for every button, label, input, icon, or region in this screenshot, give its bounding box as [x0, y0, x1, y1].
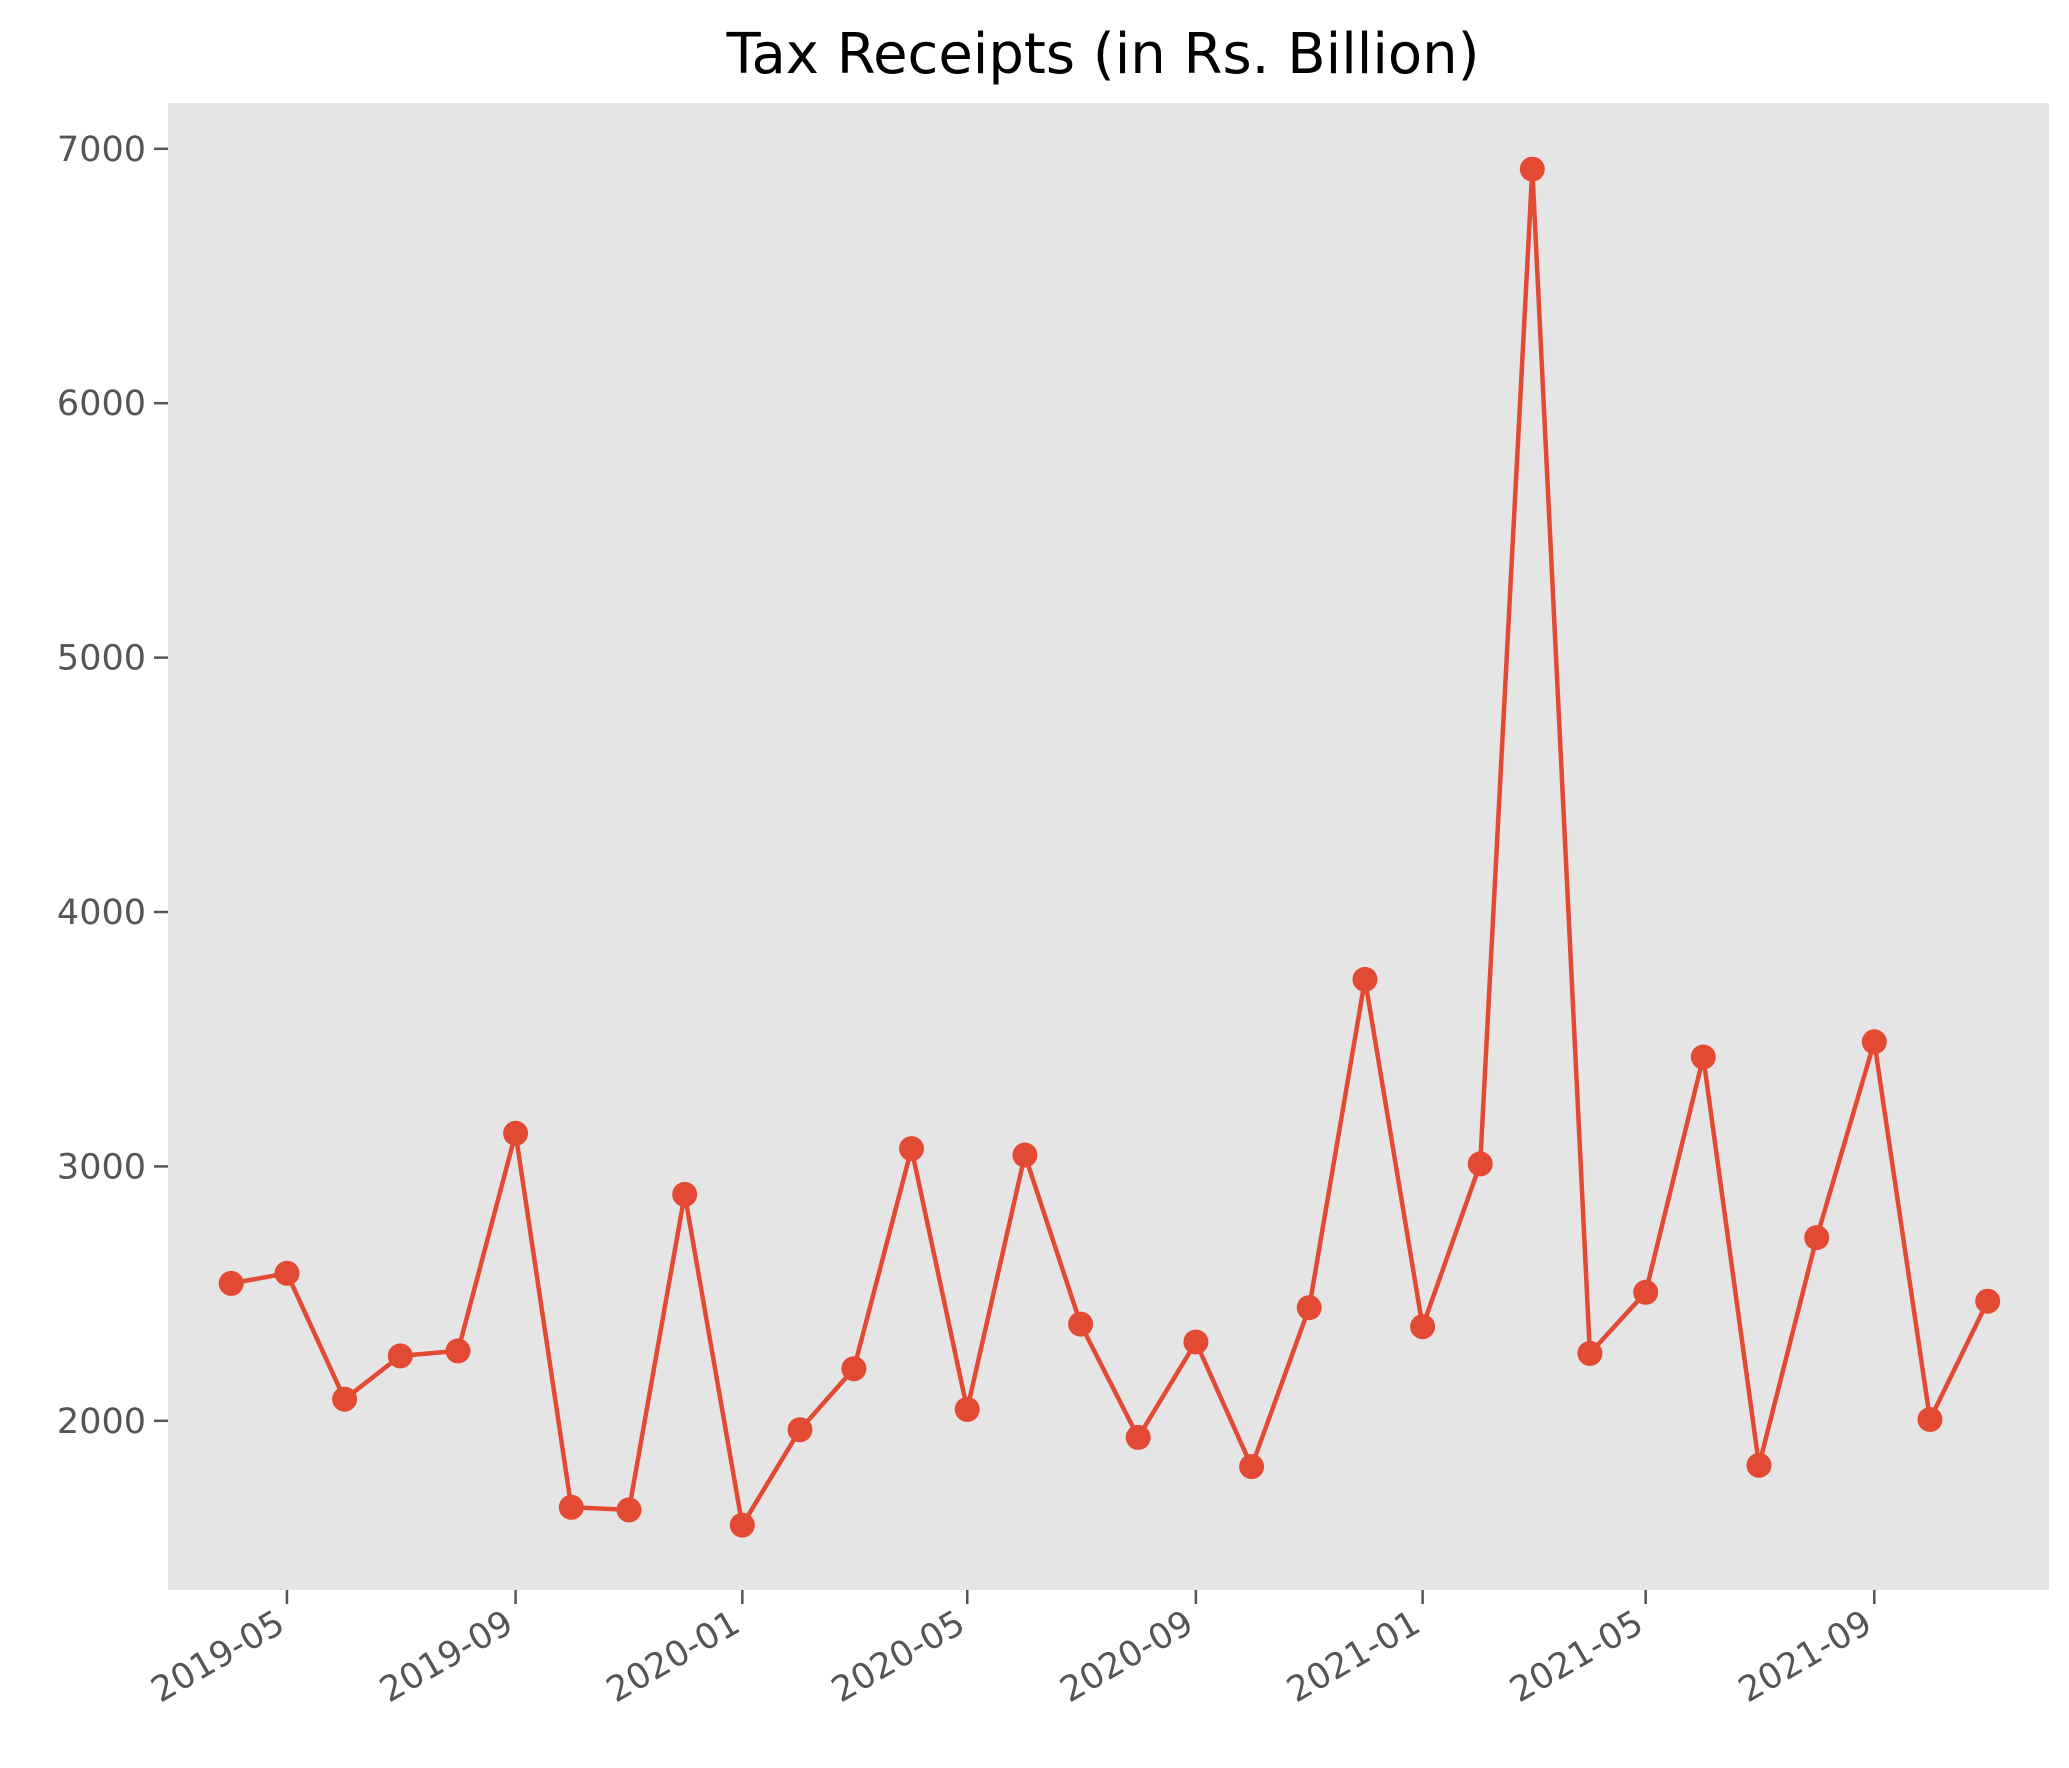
data-point-2021-11	[1975, 1288, 2001, 1314]
data-point-2021-02	[1467, 1151, 1493, 1177]
data-point-2021-03	[1519, 156, 1545, 182]
data-point-2020-05	[954, 1396, 980, 1422]
data-point-2019-06	[332, 1386, 358, 1412]
y-tick-label: 2000	[57, 1402, 146, 1442]
data-point-2019-12	[672, 1181, 698, 1207]
x-tick-label: 2019-09	[373, 1603, 520, 1711]
x-axis: 2019-05 2019-09 2020-01 2020-05 2020-09 2021-…	[145, 1590, 1879, 1711]
x-tick-label: 2020-09	[1054, 1603, 1201, 1711]
data-point-2020-09	[1183, 1329, 1209, 1355]
data-point-2020-06	[1012, 1142, 1038, 1168]
data-point-2020-10	[1239, 1454, 1265, 1480]
data-point-2019-07	[387, 1343, 413, 1369]
x-tick-label: 2020-01	[600, 1603, 747, 1711]
data-point-2020-11	[1296, 1295, 1322, 1321]
data-point-2020-04	[899, 1136, 924, 1162]
data-point-2020-08	[1125, 1424, 1151, 1450]
x-tick-label: 2020-05	[825, 1603, 972, 1711]
series-layer	[218, 156, 2001, 1538]
data-point-2021-08	[1804, 1225, 1830, 1251]
data-point-2020-12	[1352, 966, 1378, 992]
plot-area	[168, 103, 2049, 1590]
data-point-2020-07	[1068, 1311, 1094, 1337]
data-point-2019-04	[218, 1270, 244, 1296]
x-tick-label: 2021-05	[1504, 1603, 1651, 1711]
data-point-2021-05	[1633, 1279, 1659, 1305]
x-tick-label: 2021-09	[1732, 1603, 1879, 1711]
data-point-2021-09	[1861, 1029, 1887, 1055]
y-tick-label: 3000	[57, 1147, 146, 1187]
chart-title: Tax Receipts (in Rs. Billion)	[726, 22, 1480, 87]
data-point-2021-01	[1410, 1314, 1436, 1340]
data-point-2019-10	[558, 1494, 584, 1520]
data-point-2020-01	[729, 1512, 755, 1538]
y-tick-label: 5000	[57, 639, 146, 679]
y-tick-label: 4000	[57, 893, 146, 933]
data-point-2020-02	[787, 1417, 813, 1443]
data-point-2019-05	[274, 1260, 300, 1286]
y-tick-label: 6000	[57, 384, 146, 424]
data-point-2021-06	[1690, 1044, 1716, 1070]
y-tick-label: 7000	[57, 130, 146, 170]
data-point-2021-07	[1746, 1452, 1772, 1478]
x-tick-label: 2021-01	[1280, 1603, 1427, 1711]
data-point-2020-03	[841, 1356, 867, 1382]
data-point-2019-08	[445, 1338, 471, 1364]
data-point-2021-10	[1917, 1407, 1943, 1432]
series-line	[230, 166, 1990, 1528]
y-axis: 2000 3000 4000 5000 6000 7000	[57, 130, 168, 1442]
x-tick-label: 2019-05	[145, 1603, 292, 1711]
data-point-2019-11	[616, 1497, 642, 1523]
data-point-2021-04	[1577, 1340, 1603, 1366]
data-point-2019-09	[503, 1120, 529, 1146]
